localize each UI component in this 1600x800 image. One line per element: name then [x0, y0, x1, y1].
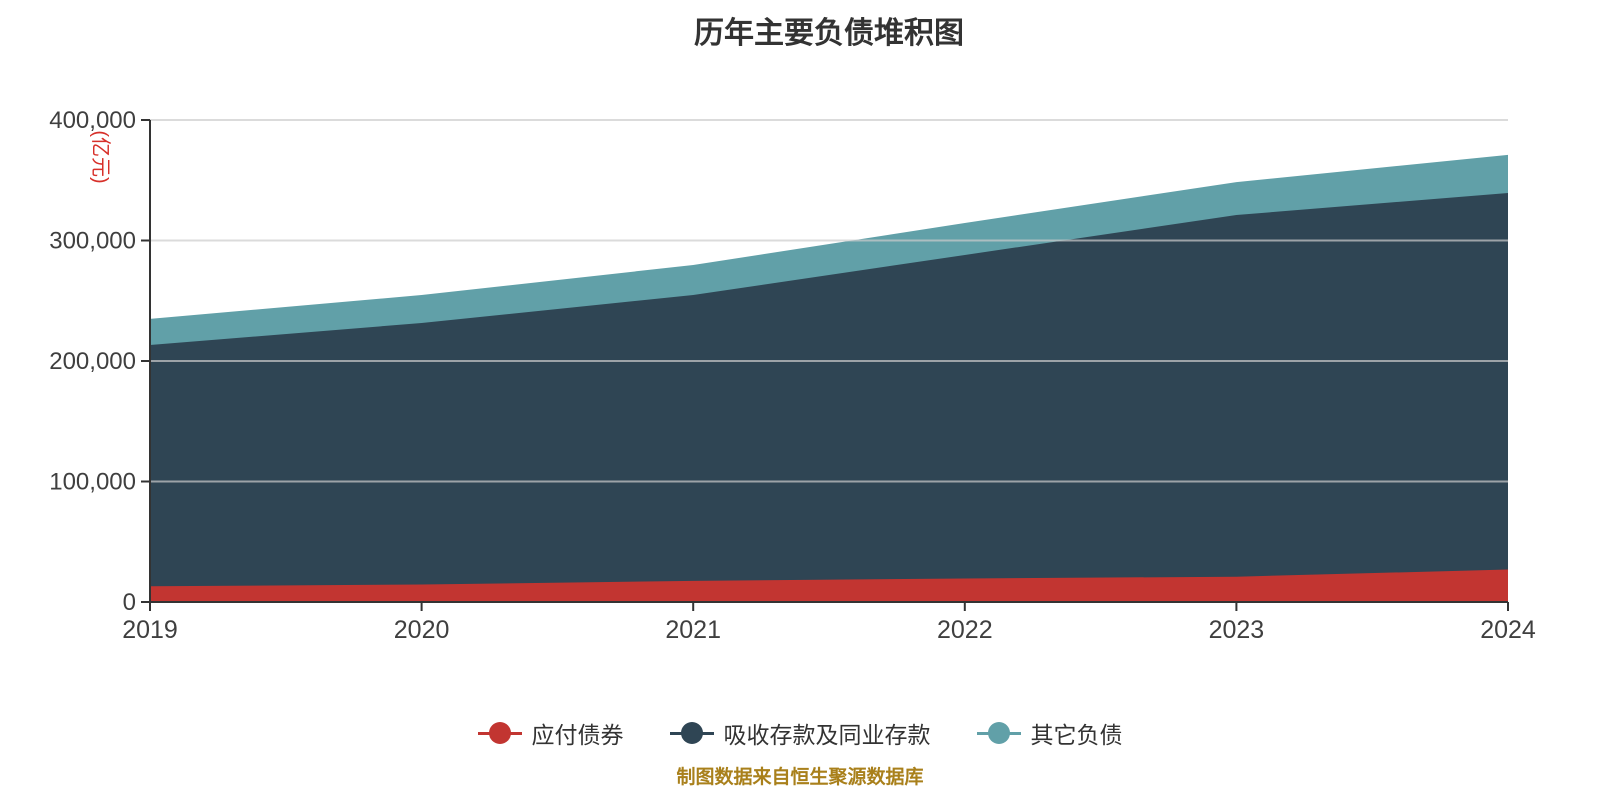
legend-label: 其它负债 — [1030, 722, 1123, 748]
area-series-1 — [150, 193, 1508, 602]
area-series-0 — [150, 569, 1508, 602]
legend-line-dot-icon — [477, 720, 522, 746]
legend-item-other-liabilities[interactable]: 其它负债 — [976, 716, 1123, 750]
x-tick-label: 2020 — [394, 616, 450, 644]
source-note: 制图数据来自恒生聚源数据库 — [676, 767, 924, 788]
legend-label: 吸收存款及同业存款 — [723, 722, 931, 748]
legend-item-deposits[interactable]: 吸收存款及同业存款 — [669, 716, 931, 750]
x-tick-label: 2022 — [937, 616, 993, 644]
legend: 应付债券 吸收存款及同业存款 其它负债 — [0, 716, 1600, 750]
x-tick-label: 2021 — [665, 616, 721, 644]
chart-title: 历年主要负债堆积图 — [694, 17, 964, 50]
legend-label: 应付债券 — [531, 722, 624, 748]
x-tick-label: 2023 — [1209, 616, 1265, 644]
legend-dot — [488, 722, 511, 744]
legend-line-dot-icon — [669, 720, 714, 746]
legend-item-bonds-payable[interactable]: 应付债券 — [477, 716, 624, 750]
x-tick-label: 2019 — [122, 616, 178, 644]
legend-dot — [680, 722, 703, 744]
legend-line-dot-icon — [976, 720, 1021, 746]
y-tick-label: 200,000 — [49, 348, 136, 375]
legend-dot — [987, 722, 1010, 744]
y-tick-label: 400,000 — [49, 107, 136, 134]
y-tick-label: 100,000 — [49, 469, 136, 496]
y-tick-label: 300,000 — [49, 228, 136, 255]
x-tick-label: 2024 — [1480, 616, 1536, 644]
y-tick-label: 0 — [123, 589, 136, 616]
